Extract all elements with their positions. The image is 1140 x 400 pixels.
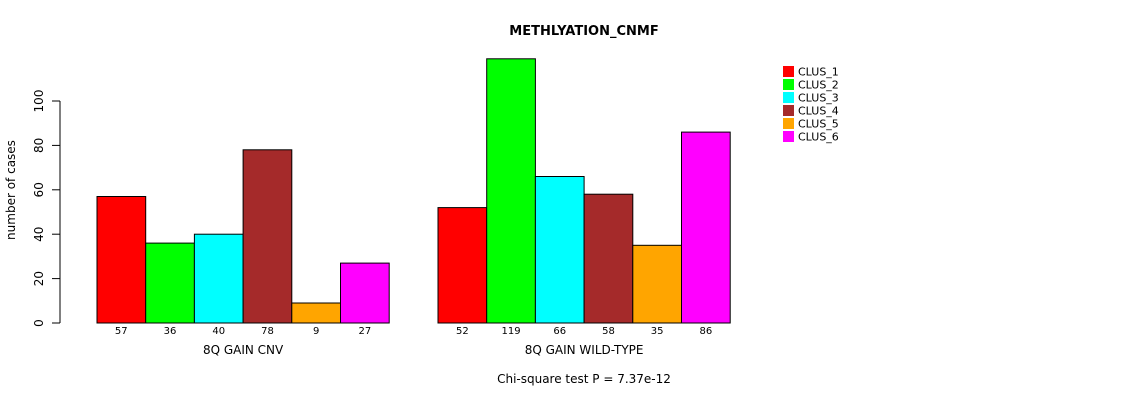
bar <box>632 244 682 324</box>
legend-label: CLUS_2 <box>798 79 839 92</box>
legend-label: CLUS_1 <box>798 66 839 79</box>
bar-group: 52 119 66 58 35 86 8Q GAIN WILD-TYPE <box>437 58 731 357</box>
legend-item: CLUS_1 <box>783 66 839 79</box>
legend-item: CLUS_4 <box>783 105 839 118</box>
y-tick-label: 80 <box>32 138 46 153</box>
bar <box>534 176 585 324</box>
y-axis-label: number of cases <box>4 140 18 240</box>
legend-swatch <box>783 79 794 90</box>
y-tick-label: 0 <box>32 319 46 327</box>
bar <box>437 207 488 324</box>
bar <box>291 302 341 324</box>
bar-count-label: 86 <box>700 326 713 337</box>
legend-item: CLUS_2 <box>783 79 839 92</box>
bar-groups: 57 36 40 78 9 27 8Q GAIN CNV 52 119 66 58 35 86 8Q GA… <box>96 58 731 357</box>
bar-count-label: 40 <box>212 326 225 337</box>
legend-swatch <box>783 92 794 103</box>
bar <box>340 262 390 324</box>
y-tick-label: 60 <box>32 182 46 197</box>
bar-count-label: 78 <box>261 326 274 337</box>
bar-count-label: 66 <box>553 326 566 337</box>
bar-count-label: 36 <box>164 326 177 337</box>
legend-label: CLUS_5 <box>798 118 839 131</box>
y-tick-label: 100 <box>32 90 46 113</box>
legend-item: CLUS_3 <box>783 92 839 105</box>
legend-swatch <box>783 118 794 129</box>
group-label: 8Q GAIN WILD-TYPE <box>525 343 644 357</box>
bar-count-label: 27 <box>359 326 372 337</box>
bar <box>193 233 244 324</box>
bar <box>96 196 147 324</box>
bar-count-label: 35 <box>651 326 664 337</box>
bar-count-label: 57 <box>115 326 128 337</box>
bar <box>681 131 731 324</box>
group-label: 8Q GAIN CNV <box>203 343 284 357</box>
bar-count-label: 9 <box>313 326 319 337</box>
bar <box>242 149 293 324</box>
legend-label: CLUS_3 <box>798 92 839 105</box>
bar <box>145 242 195 324</box>
chart-title: METHLYATION_CNMF <box>509 24 658 39</box>
bar-group: 57 36 40 78 9 27 8Q GAIN CNV <box>96 149 390 357</box>
legend-label: CLUS_6 <box>798 131 839 144</box>
legend-label: CLUS_4 <box>798 105 839 118</box>
bar-count-label: 52 <box>456 326 469 337</box>
bar-count-label: 119 <box>502 326 521 337</box>
legend-swatch <box>783 131 794 142</box>
legend-swatch <box>783 105 794 116</box>
legend-item: CLUS_5 <box>783 118 839 131</box>
bar-count-label: 58 <box>602 326 615 337</box>
bar <box>486 58 536 324</box>
y-tick-label: 40 <box>32 227 46 242</box>
legend-swatch <box>783 66 794 77</box>
chi-square-footnote: Chi-square test P = 7.37e-12 <box>497 372 671 386</box>
y-tick-label: 20 <box>32 271 46 286</box>
bar <box>583 193 634 324</box>
y-axis: 0 20 40 60 80 100 <box>32 90 61 327</box>
legend-item: CLUS_6 <box>783 131 839 144</box>
